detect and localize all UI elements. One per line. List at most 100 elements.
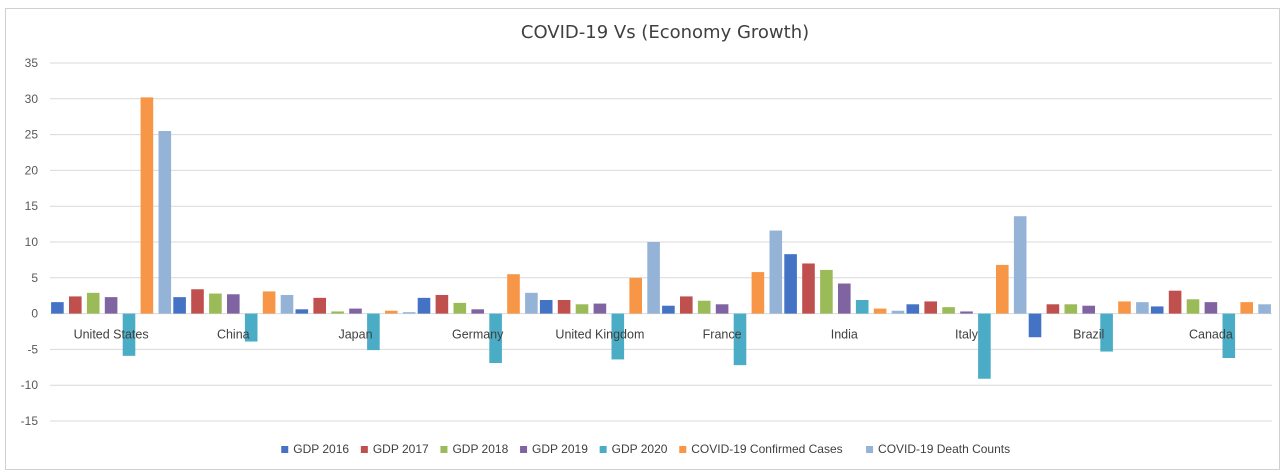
bar-gdp-2019-brazil [1082, 305, 1095, 314]
x-category-label: France [703, 328, 742, 342]
bar-gdp-2019-canada [1204, 302, 1218, 314]
bar-gdp-2017-italy [924, 301, 937, 314]
legend-swatch-covid-19-death-counts [866, 446, 874, 453]
bar-gdp-2016-japan [295, 309, 309, 314]
bar-gdp-2020-united-states [122, 313, 136, 356]
x-category-label: Brazil [1073, 328, 1104, 342]
x-category-label: United States [74, 328, 149, 342]
bar-covid-19-confirmed-cases-united-states [140, 97, 154, 314]
bar-gdp-2019-united-kingdom [593, 303, 607, 314]
bar-covid-19-death-counts-italy [1013, 216, 1027, 314]
bar-gdp-2019-india [838, 283, 851, 314]
bar-covid-19-confirmed-cases-india [873, 308, 887, 314]
bar-gdp-2018-united-kingdom [575, 304, 589, 314]
bar-gdp-2019-japan [349, 308, 362, 314]
bar-gdp-2017-canada [1168, 290, 1182, 314]
bar-gdp-2016-canada [1150, 306, 1164, 314]
y-tick-label: 35 [25, 56, 39, 70]
bar-covid-19-death-counts-china [280, 294, 294, 314]
legend-label-covid-19-confirmed-cases: COVID-19 Confirmed Cases [691, 442, 842, 456]
bar-covid-19-confirmed-cases-japan [385, 310, 398, 314]
bar-gdp-2017-brazil [1046, 304, 1060, 314]
bar-gdp-2020-brazil [1100, 313, 1113, 352]
bar-covid-19-confirmed-cases-france [751, 272, 765, 314]
bar-gdp-2016-united-kingdom [539, 299, 553, 314]
bar-gdp-2017-japan [313, 297, 326, 314]
x-category-label: China [217, 328, 250, 342]
x-category-label: Canada [1189, 328, 1233, 342]
y-tick-label: 20 [25, 163, 39, 177]
bar-gdp-2019-germany [471, 309, 484, 314]
legend-label-gdp-2019: GDP 2019 [532, 442, 588, 456]
bar-gdp-2018-united-states [86, 292, 100, 314]
bar-gdp-2019-china [227, 294, 240, 314]
bar-gdp-2019-united-states [104, 297, 118, 314]
bar-covid-19-confirmed-cases-china [262, 291, 276, 314]
bar-gdp-2018-japan [331, 311, 344, 314]
bar-gdp-2018-germany [453, 302, 467, 314]
bar-covid-19-death-counts-brazil [1136, 302, 1149, 314]
bar-covid-19-death-counts-japan [402, 312, 416, 314]
bar-gdp-2016-italy [906, 304, 920, 314]
y-tick-label: 0 [31, 307, 38, 321]
bar-gdp-2019-france [715, 304, 729, 314]
bar-gdp-2020-china [244, 313, 258, 342]
bar-gdp-2020-canada [1222, 313, 1236, 358]
y-tick-label: -10 [21, 378, 39, 392]
bar-gdp-2017-france [680, 296, 693, 314]
bar-gdp-2018-china [209, 293, 222, 314]
bar-covid-19-confirmed-cases-germany [507, 274, 520, 314]
legend-swatch-gdp-2016 [281, 446, 289, 453]
y-tick-label: 15 [25, 199, 39, 213]
bar-gdp-2020-india [855, 299, 869, 314]
bar-covid-19-death-counts-united-kingdom [647, 242, 660, 314]
bar-gdp-2016-brazil [1028, 313, 1042, 338]
legend-label-gdp-2016: GDP 2016 [293, 442, 349, 456]
legend-swatch-covid-19-confirmed-cases [679, 446, 687, 453]
y-tick-label: -15 [21, 414, 39, 428]
legend-swatch-gdp-2019 [520, 446, 528, 453]
legend-label-gdp-2018: GDP 2018 [452, 442, 508, 456]
bar-covid-19-confirmed-cases-united-kingdom [629, 277, 642, 314]
legend: GDP 2016 GDP 2017 GDP 2018 GDP 2019 GDP 2020… [281, 442, 1010, 456]
bar-gdp-2016-india [784, 254, 797, 314]
bar-covid-19-death-counts-india [891, 310, 905, 314]
bar-covid-19-death-counts-united-states [158, 131, 172, 314]
legend-label-covid-19-death-counts: COVID-19 Death Counts [878, 442, 1010, 456]
legend-label-gdp-2017: GDP 2017 [373, 442, 429, 456]
bar-gdp-2018-italy [942, 307, 955, 314]
bar-gdp-2020-germany [489, 313, 502, 364]
bar-gdp-2017-china [191, 289, 204, 314]
gridlines [50, 62, 1272, 422]
bar-gdp-2017-united-states [69, 296, 82, 314]
bar-gdp-2017-united-kingdom [557, 299, 571, 314]
y-tick-label: 5 [31, 271, 38, 285]
bar-covid-19-death-counts-germany [525, 292, 538, 314]
bar-gdp-2018-france [697, 300, 711, 314]
chart-title: COVID-19 Vs (Economy Growth) [521, 22, 809, 43]
bar-gdp-2020-italy [978, 313, 991, 379]
x-category-label: Italy [955, 328, 979, 342]
legend-swatch-gdp-2018 [440, 446, 448, 453]
bar-gdp-2020-japan [367, 313, 380, 351]
chart-frame [5, 8, 1280, 470]
bar-gdp-2018-canada [1186, 299, 1200, 314]
axis-labels: 35 30 25 20 15 10 5 0 -5 -10 -15 United States China… [21, 56, 1233, 428]
bar-gdp-2017-india [802, 263, 815, 314]
x-category-label: Germany [452, 328, 504, 342]
bar-covid-19-death-counts-france [769, 230, 783, 314]
bar-covid-19-confirmed-cases-canada [1240, 302, 1253, 314]
y-tick-label: 30 [25, 92, 39, 106]
bar-gdp-2017-germany [435, 294, 449, 314]
bar-gdp-2016-germany [417, 297, 431, 314]
bar-gdp-2016-china [173, 297, 186, 314]
bar-gdp-2016-france [662, 305, 675, 314]
x-category-label: Japan [338, 328, 372, 342]
x-category-label: India [831, 328, 858, 342]
bar-gdp-2020-united-kingdom [611, 313, 625, 360]
legend-swatch-gdp-2017 [360, 446, 368, 453]
bar-covid-19-death-counts-canada [1258, 304, 1271, 314]
bar-gdp-2016-united-states [51, 302, 64, 314]
bar-gdp-2020-france [733, 313, 747, 366]
